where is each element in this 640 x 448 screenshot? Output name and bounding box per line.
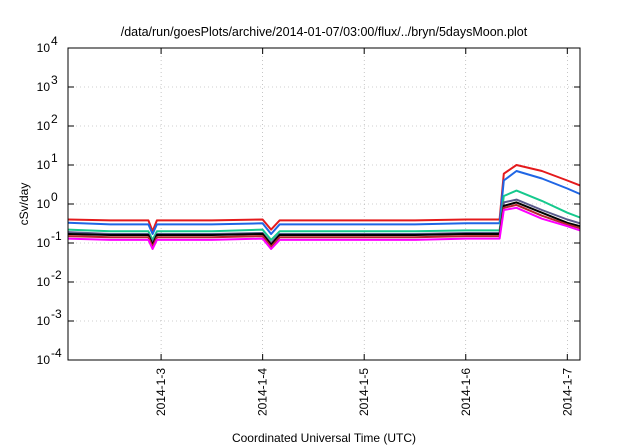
y-tick-label: 10: [37, 236, 51, 250]
y-tick-exponent: 2: [51, 112, 58, 126]
y-tick-exponent: -4: [51, 346, 62, 360]
x-axis-label: Coordinated Universal Time (UTC): [232, 431, 416, 445]
x-tick-label: 2014-1-6: [459, 368, 473, 416]
x-tick-label: 2014-1-5: [357, 368, 371, 416]
y-tick-exponent: 3: [51, 73, 58, 87]
y-tick-label: 10: [37, 119, 51, 133]
x-tick-label: 2014-1-3: [154, 368, 168, 416]
y-tick-exponent: 0: [51, 190, 58, 204]
series-layer: [67, 164, 581, 250]
series-line-2: [67, 170, 581, 235]
y-tick-exponent: -3: [51, 307, 62, 321]
x-tick-labels: 2014-1-3 2014-1-4 2014-1-5 2014-1-6 2014-1-7: [154, 368, 574, 416]
y-tick-exponent: -1: [51, 229, 62, 243]
y-tick-label: 10: [37, 197, 51, 211]
y-tick-exponent: -2: [51, 268, 62, 282]
series-line-3: [67, 189, 581, 241]
series-line-7: [67, 206, 581, 250]
y-tick-label: 10: [37, 158, 51, 172]
y-tick-exponent: 4: [51, 34, 58, 48]
y-tick-label: 10: [37, 41, 51, 55]
y-tick-label: 10: [37, 314, 51, 328]
chart-title: /data/run/goesPlots/archive/2014-01-07/0…: [121, 25, 528, 39]
y-tick-label: 10: [37, 80, 51, 94]
y-tick-label: 10: [37, 353, 51, 367]
plot-frame: [67, 47, 581, 361]
series-line-1: [67, 164, 581, 233]
y-tick-exponent: 1: [51, 151, 58, 165]
y-tick-label: 10: [37, 275, 51, 289]
x-tick-label: 2014-1-7: [560, 368, 574, 416]
y-axis-label: cSv/day: [17, 183, 31, 226]
x-tick-label: 2014-1-4: [256, 368, 270, 416]
